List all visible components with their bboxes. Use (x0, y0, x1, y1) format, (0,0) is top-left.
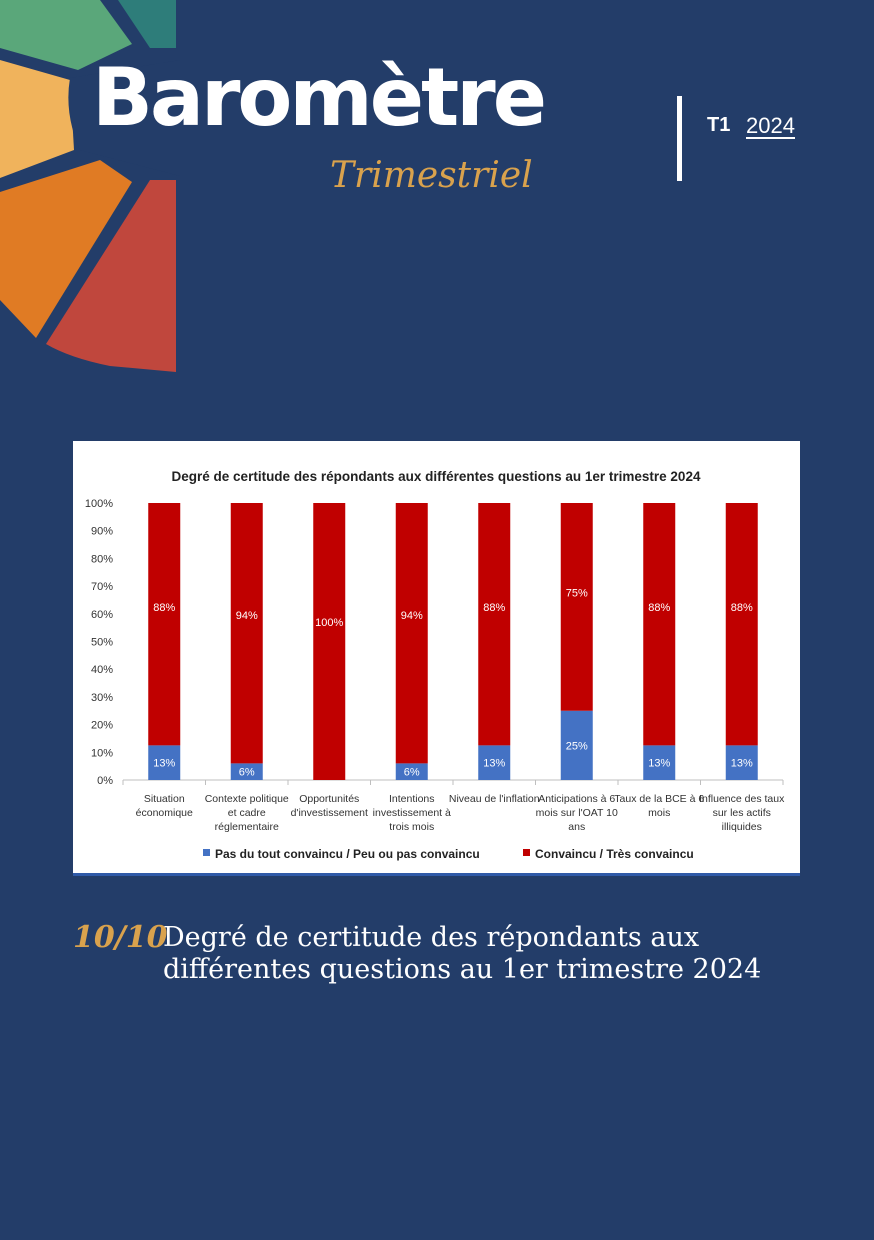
x-tick-label: investissement à (373, 807, 451, 819)
chart-card: Degré de certitude des répondants aux di… (73, 441, 800, 876)
petal-orange (0, 160, 132, 338)
figure-caption: Degré de certitude des répondants aux di… (163, 922, 762, 986)
data-label: 100% (315, 617, 343, 629)
data-label: 88% (648, 602, 670, 614)
bar-segment-convinced (230, 503, 263, 764)
x-tick-label: sur les actifs (713, 807, 771, 819)
data-label: 94% (236, 610, 258, 622)
brand-subtitle: Trimestriel (330, 155, 533, 196)
brand-title: Baromètre (92, 51, 547, 144)
wheel-hub (68, 60, 180, 176)
quarter-label: T1 (707, 114, 731, 136)
x-tick-label: d'investissement (291, 807, 368, 819)
data-label: 94% (401, 610, 423, 622)
y-tick-label: 0% (97, 775, 113, 787)
x-tick-label: économique (136, 807, 193, 819)
bar-segment-unconvinced (560, 710, 593, 780)
bar-segment-unconvinced (643, 745, 676, 780)
bar-segment-convinced (560, 503, 593, 711)
data-label: 13% (648, 758, 670, 770)
y-tick-label: 40% (91, 664, 113, 676)
data-label: 75% (566, 587, 588, 599)
y-tick-label: 90% (91, 526, 113, 538)
x-tick-label: mois sur l'OAT 10 (536, 807, 618, 819)
data-label: 88% (483, 602, 505, 614)
chart-title: Degré de certitude des répondants aux di… (172, 469, 701, 484)
data-label: 13% (153, 758, 175, 770)
bar-segment-unconvinced (395, 763, 428, 780)
x-tick-label: Situation (144, 793, 185, 805)
x-tick-label: trois mois (389, 821, 434, 833)
data-label: 88% (153, 602, 175, 614)
x-tick-label: ans (568, 821, 585, 833)
x-tick-label: mois (648, 807, 670, 819)
y-tick-label: 50% (91, 637, 113, 649)
x-tick-label: Anticipations à 6 (538, 793, 615, 805)
legend-swatch (203, 849, 210, 856)
x-tick-label: Contexte politique (205, 793, 289, 805)
x-tick-label: réglementaire (215, 821, 279, 833)
y-tick-label: 70% (91, 581, 113, 593)
x-tick-label: Taux de la BCE à 6 (614, 793, 704, 805)
data-label: 6% (239, 767, 255, 779)
legend-swatch (523, 849, 530, 856)
petal-red (46, 180, 176, 372)
bar-segment-convinced (148, 503, 181, 746)
legend-label: Pas du tout convaincu / Peu ou pas conva… (215, 847, 480, 861)
header-divider (677, 96, 682, 181)
legend-label: Convaincu / Très convaincu (535, 847, 694, 861)
y-tick-label: 10% (91, 747, 113, 759)
x-tick-label: Influence des taux (699, 793, 785, 805)
stacked-bar-chart: Degré de certitude des répondants aux di… (85, 469, 785, 861)
bar-segment-unconvinced (148, 745, 181, 780)
petal-yellow (0, 60, 74, 178)
petal-teal (118, 0, 176, 48)
y-tick-label: 60% (91, 609, 113, 621)
bar-segment-convinced (725, 503, 758, 746)
data-label: 13% (483, 758, 505, 770)
bar-segment-convinced (313, 503, 346, 780)
x-tick-label: Opportunités (299, 793, 359, 805)
petal-green (0, 0, 132, 70)
data-label: 25% (566, 740, 588, 752)
bar-segment-unconvinced (478, 745, 511, 780)
y-tick-label: 30% (91, 692, 113, 704)
y-tick-label: 20% (91, 720, 113, 732)
x-tick-label: Intentions (389, 793, 435, 805)
x-tick-label: Niveau de l'inflation (449, 793, 540, 805)
y-tick-label: 100% (85, 498, 113, 510)
bar-segment-convinced (643, 503, 676, 746)
bar-segment-unconvinced (230, 763, 263, 780)
x-tick-label: illiquides (722, 821, 762, 833)
data-label: 88% (731, 602, 753, 614)
data-label: 13% (731, 758, 753, 770)
figure-number: 10/10 (73, 920, 168, 955)
decorative-wheel (0, 0, 180, 372)
bar-segment-convinced (395, 503, 428, 764)
year-label: 2024 (746, 113, 795, 140)
bar-segment-convinced (478, 503, 511, 746)
data-label: 6% (404, 767, 420, 779)
x-tick-label: et cadre (228, 807, 266, 819)
y-tick-label: 80% (91, 553, 113, 565)
bar-segment-unconvinced (725, 745, 758, 780)
